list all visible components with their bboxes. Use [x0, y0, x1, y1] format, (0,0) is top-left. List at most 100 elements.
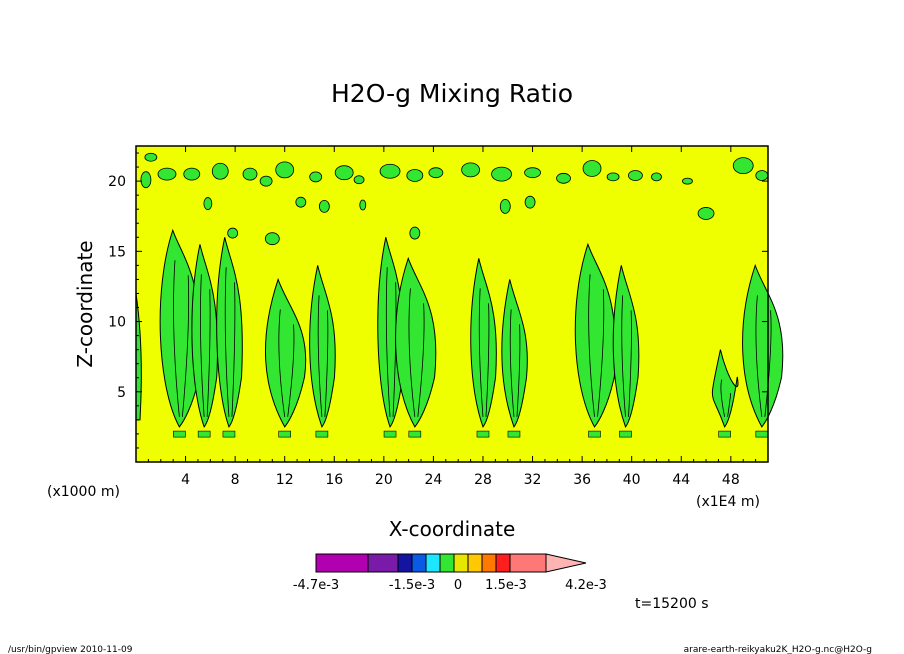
- colorbar-tick-label-3: 1.5e-3: [485, 578, 527, 593]
- moist-blob-24: [755, 170, 769, 181]
- colorbar-segment-9: [495, 553, 511, 573]
- plume-contour-b-7: [485, 303, 490, 417]
- x-tick-label-2: 12: [276, 472, 294, 488]
- moist-plume-0: [159, 228, 201, 428]
- colorbar-tick-label-1: -1.5e-3: [389, 578, 435, 593]
- moist-plume-1: [191, 244, 218, 428]
- chart-title: H2O-g Mixing Ratio: [331, 79, 573, 108]
- plume-contour-b-6: [417, 303, 425, 417]
- x-tick-label-5: 24: [424, 472, 442, 488]
- moist-plume-5: [377, 237, 404, 428]
- plume-contour-4: [317, 295, 323, 417]
- moist-plume-2: [216, 237, 243, 428]
- plume-contour-b-8: [516, 324, 521, 417]
- moist-blob-25: [203, 197, 213, 210]
- x-tick-label-1: 8: [231, 472, 240, 488]
- plume-base-8: [507, 430, 521, 438]
- colorbar-arrow: [545, 553, 587, 573]
- plume-contour-0: [173, 260, 180, 417]
- moist-blob-29: [499, 198, 511, 214]
- moist-blob-4: [211, 162, 229, 180]
- plume-base-9: [588, 430, 601, 438]
- moist-blob-6: [259, 175, 273, 187]
- colorbar-tick-label-2: 0: [454, 578, 462, 593]
- plume-contour-b-4: [324, 310, 329, 417]
- plume-contour-b-2: [231, 282, 236, 417]
- plume-contour-b-1: [206, 289, 211, 417]
- plume-contour-b-9: [597, 289, 605, 417]
- plume-base-11: [718, 430, 731, 438]
- moist-blob-16: [524, 167, 541, 179]
- moist-blob-30: [524, 195, 536, 209]
- footer-right: arare-earth-reikyaku2K_H2O-g.nc@H2O-g: [684, 645, 872, 654]
- plume-contour-2: [224, 267, 230, 417]
- plume-contour-3: [278, 309, 286, 417]
- moist-plume-12: [742, 263, 784, 428]
- colorbar-segment-8: [481, 553, 497, 573]
- plume-base-7: [476, 430, 490, 438]
- moist-blob-27: [318, 199, 330, 213]
- plume-contour-5: [385, 267, 391, 417]
- moist-blob-13: [428, 167, 444, 179]
- moist-blob-18: [582, 160, 602, 177]
- moist-plume-11: [711, 349, 739, 428]
- moist-blob-23: [732, 157, 754, 175]
- y-tick-label-0: 5: [117, 385, 126, 401]
- colorbar-segment-2: [397, 553, 413, 573]
- moist-plume-7: [470, 258, 497, 428]
- plume-base-10: [619, 430, 632, 438]
- footer-left: /usr/bin/gpview 2010-11-09: [8, 645, 133, 654]
- plume-contour-8: [509, 309, 515, 417]
- plume-contour-9: [588, 274, 595, 417]
- plume-base-12: [755, 430, 769, 438]
- y-axis-ticks: 5 10 15 20: [108, 152, 768, 449]
- moist-blob-5: [242, 167, 258, 181]
- moist-blob-8: [309, 171, 323, 183]
- moist-plume-10: [612, 265, 640, 428]
- plume-base-3: [278, 430, 292, 438]
- x-axis-label: X-coordinate: [389, 517, 516, 541]
- plume-contour-6: [408, 288, 416, 417]
- colorbar-segment-3: [411, 553, 427, 573]
- time-label: t=15200 s: [635, 596, 709, 612]
- moist-blob-10: [353, 175, 365, 185]
- moist-blob-32: [264, 232, 280, 246]
- plume-base-5: [383, 430, 397, 438]
- y-axis-label: Z-coordinate: [73, 240, 97, 367]
- moist-blob-2: [157, 167, 177, 181]
- upper-moist-layer: [135, 152, 769, 421]
- plume-contour-b-0: [181, 275, 190, 417]
- plume-base-2: [222, 430, 236, 438]
- moist-blob-0: [144, 152, 158, 162]
- moist-blob-34: [409, 226, 421, 240]
- x-unit-right: (x1E4 m): [696, 494, 760, 510]
- plot-area: [135, 145, 784, 463]
- x-tick-label-6: 28: [474, 472, 492, 488]
- x-tick-label-3: 16: [325, 472, 343, 488]
- moist-blob-31: [697, 207, 715, 220]
- moist-plume-8: [501, 279, 528, 428]
- plume-contour-7: [478, 288, 484, 417]
- plume-contour-12: [755, 295, 763, 417]
- plume-base-6: [408, 430, 422, 438]
- plume-base-4: [315, 430, 329, 438]
- moist-blob-20: [628, 170, 643, 181]
- plume-layer: [159, 228, 784, 438]
- moist-blob-22: [682, 177, 693, 185]
- x-tick-label-7: 32: [524, 472, 542, 488]
- colorbar-tick-label-0: -4.7e-3: [293, 578, 339, 593]
- edge-plume-left: [135, 293, 142, 421]
- x-axis-ticks: 4 8 12 16 20 24 28 32 36 40 44 48: [147, 146, 757, 488]
- x-unit-left: (x1000 m): [47, 484, 120, 500]
- moist-blob-1: [140, 171, 152, 189]
- plume-base-0: [173, 430, 186, 438]
- x-tick-label-10: 44: [672, 472, 690, 488]
- colorbar-segment-10: [509, 553, 547, 573]
- plume-contour-10: [621, 295, 626, 417]
- moist-blob-7: [275, 161, 295, 179]
- colorbar-segment-5: [439, 553, 455, 573]
- y-tick-label-2: 15: [108, 244, 126, 260]
- plume-contour-b-12: [764, 310, 772, 417]
- moist-plume-9: [574, 242, 616, 428]
- plot-background: [136, 146, 768, 462]
